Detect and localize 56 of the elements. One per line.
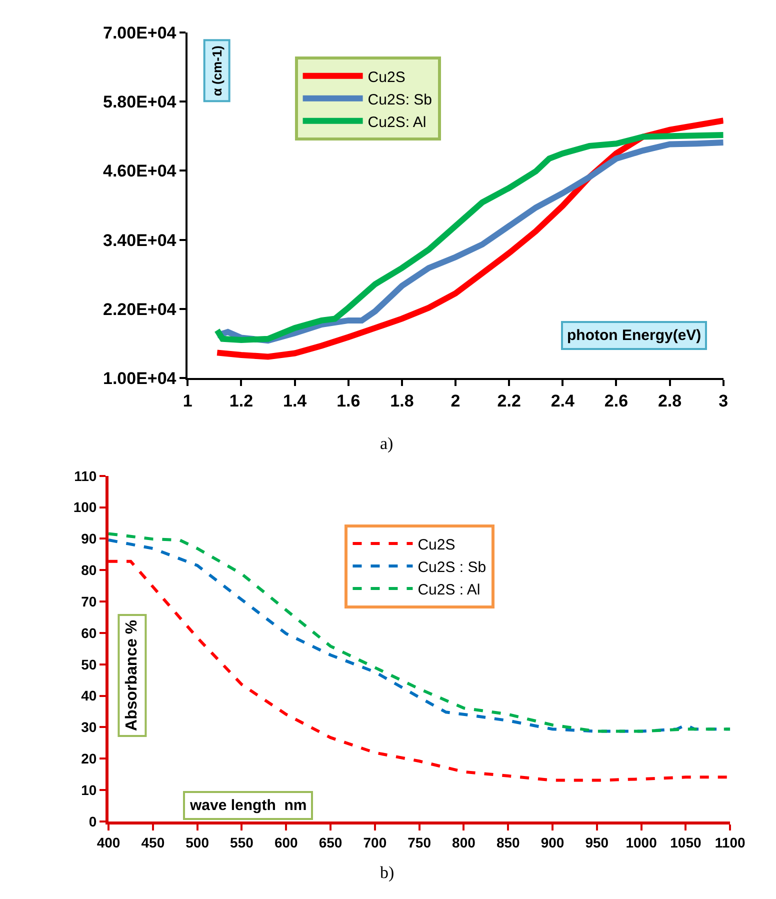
y-tick-label: 3.40E+04	[103, 230, 177, 250]
x-tick-label: 1100	[714, 834, 746, 850]
x-tick-label: 400	[96, 834, 120, 850]
y-axis-title: Absorbance %	[124, 620, 141, 731]
y-tick-label: 10	[81, 782, 97, 798]
y-tick-label: 60	[81, 624, 97, 641]
legend-label: Cu2S : Al	[418, 581, 480, 598]
x-tick-label: 750	[408, 834, 432, 850]
x-tick-label: 950	[585, 834, 609, 850]
y-tick-label: 4.60E+04	[103, 162, 177, 181]
x-tick-label: 3	[718, 391, 728, 410]
x-tick-label: 2.8	[658, 391, 682, 410]
x-tick-label: 450	[141, 834, 165, 850]
x-tick-label: 650	[318, 834, 342, 850]
x-tick-label: 2.2	[497, 391, 521, 410]
x-axis-title: wave length nm	[189, 797, 307, 814]
x-tick-label: 1050	[670, 834, 702, 850]
y-tick-label: 1.00E+04	[103, 368, 177, 388]
y-tick-label: 5.80E+04	[103, 92, 177, 112]
x-tick-label: 550	[230, 834, 254, 850]
y-tick-label: 80	[81, 562, 97, 578]
y-tick-label: 7.00E+04	[103, 23, 177, 42]
y-tick-label: 50	[81, 656, 97, 672]
x-tick-label: 1.8	[390, 391, 414, 410]
y-tick-label: 2.20E+04	[103, 300, 177, 319]
x-axis-title: photon Energy(eV)	[567, 327, 702, 344]
y-tick-label: 40	[81, 688, 97, 704]
x-tick-label: 2	[450, 391, 460, 410]
y-tick-label: 90	[81, 530, 97, 547]
x-tick-label: 500	[186, 834, 210, 850]
legend-label: Cu2S: Al	[368, 114, 426, 131]
x-tick-label: 1.2	[229, 391, 254, 410]
y-axis-title: α (cm-1)	[209, 46, 224, 96]
legend-label: Cu2S	[368, 68, 406, 86]
x-tick-label: 2.6	[604, 391, 628, 410]
y-tick-label: 30	[81, 719, 97, 736]
y-tick-label: 70	[81, 593, 97, 610]
x-tick-label: 800	[452, 834, 476, 850]
y-tick-label: 20	[81, 750, 97, 767]
x-tick-label: 1000	[626, 834, 658, 850]
y-tick-label: 0	[88, 813, 97, 830]
text: a)	[380, 434, 394, 453]
y-tick-label: 110	[74, 468, 97, 484]
x-tick-label: 900	[540, 834, 564, 850]
x-tick-label: 600	[274, 834, 298, 850]
x-tick-label: 1.6	[336, 391, 360, 410]
legend-label: Cu2S : Sb	[418, 558, 486, 576]
text: b)	[380, 863, 394, 882]
legend-label: Cu2S	[418, 536, 456, 554]
x-tick-label: 2.4	[550, 391, 576, 410]
x-tick-label: 1.4	[282, 391, 308, 410]
x-tick-label: 700	[363, 834, 387, 850]
legend-label: Cu2S: Sb	[368, 91, 432, 108]
x-tick-label: 850	[496, 834, 520, 850]
x-tick-label: 1	[182, 391, 192, 410]
y-tick-label: 100	[73, 499, 97, 516]
